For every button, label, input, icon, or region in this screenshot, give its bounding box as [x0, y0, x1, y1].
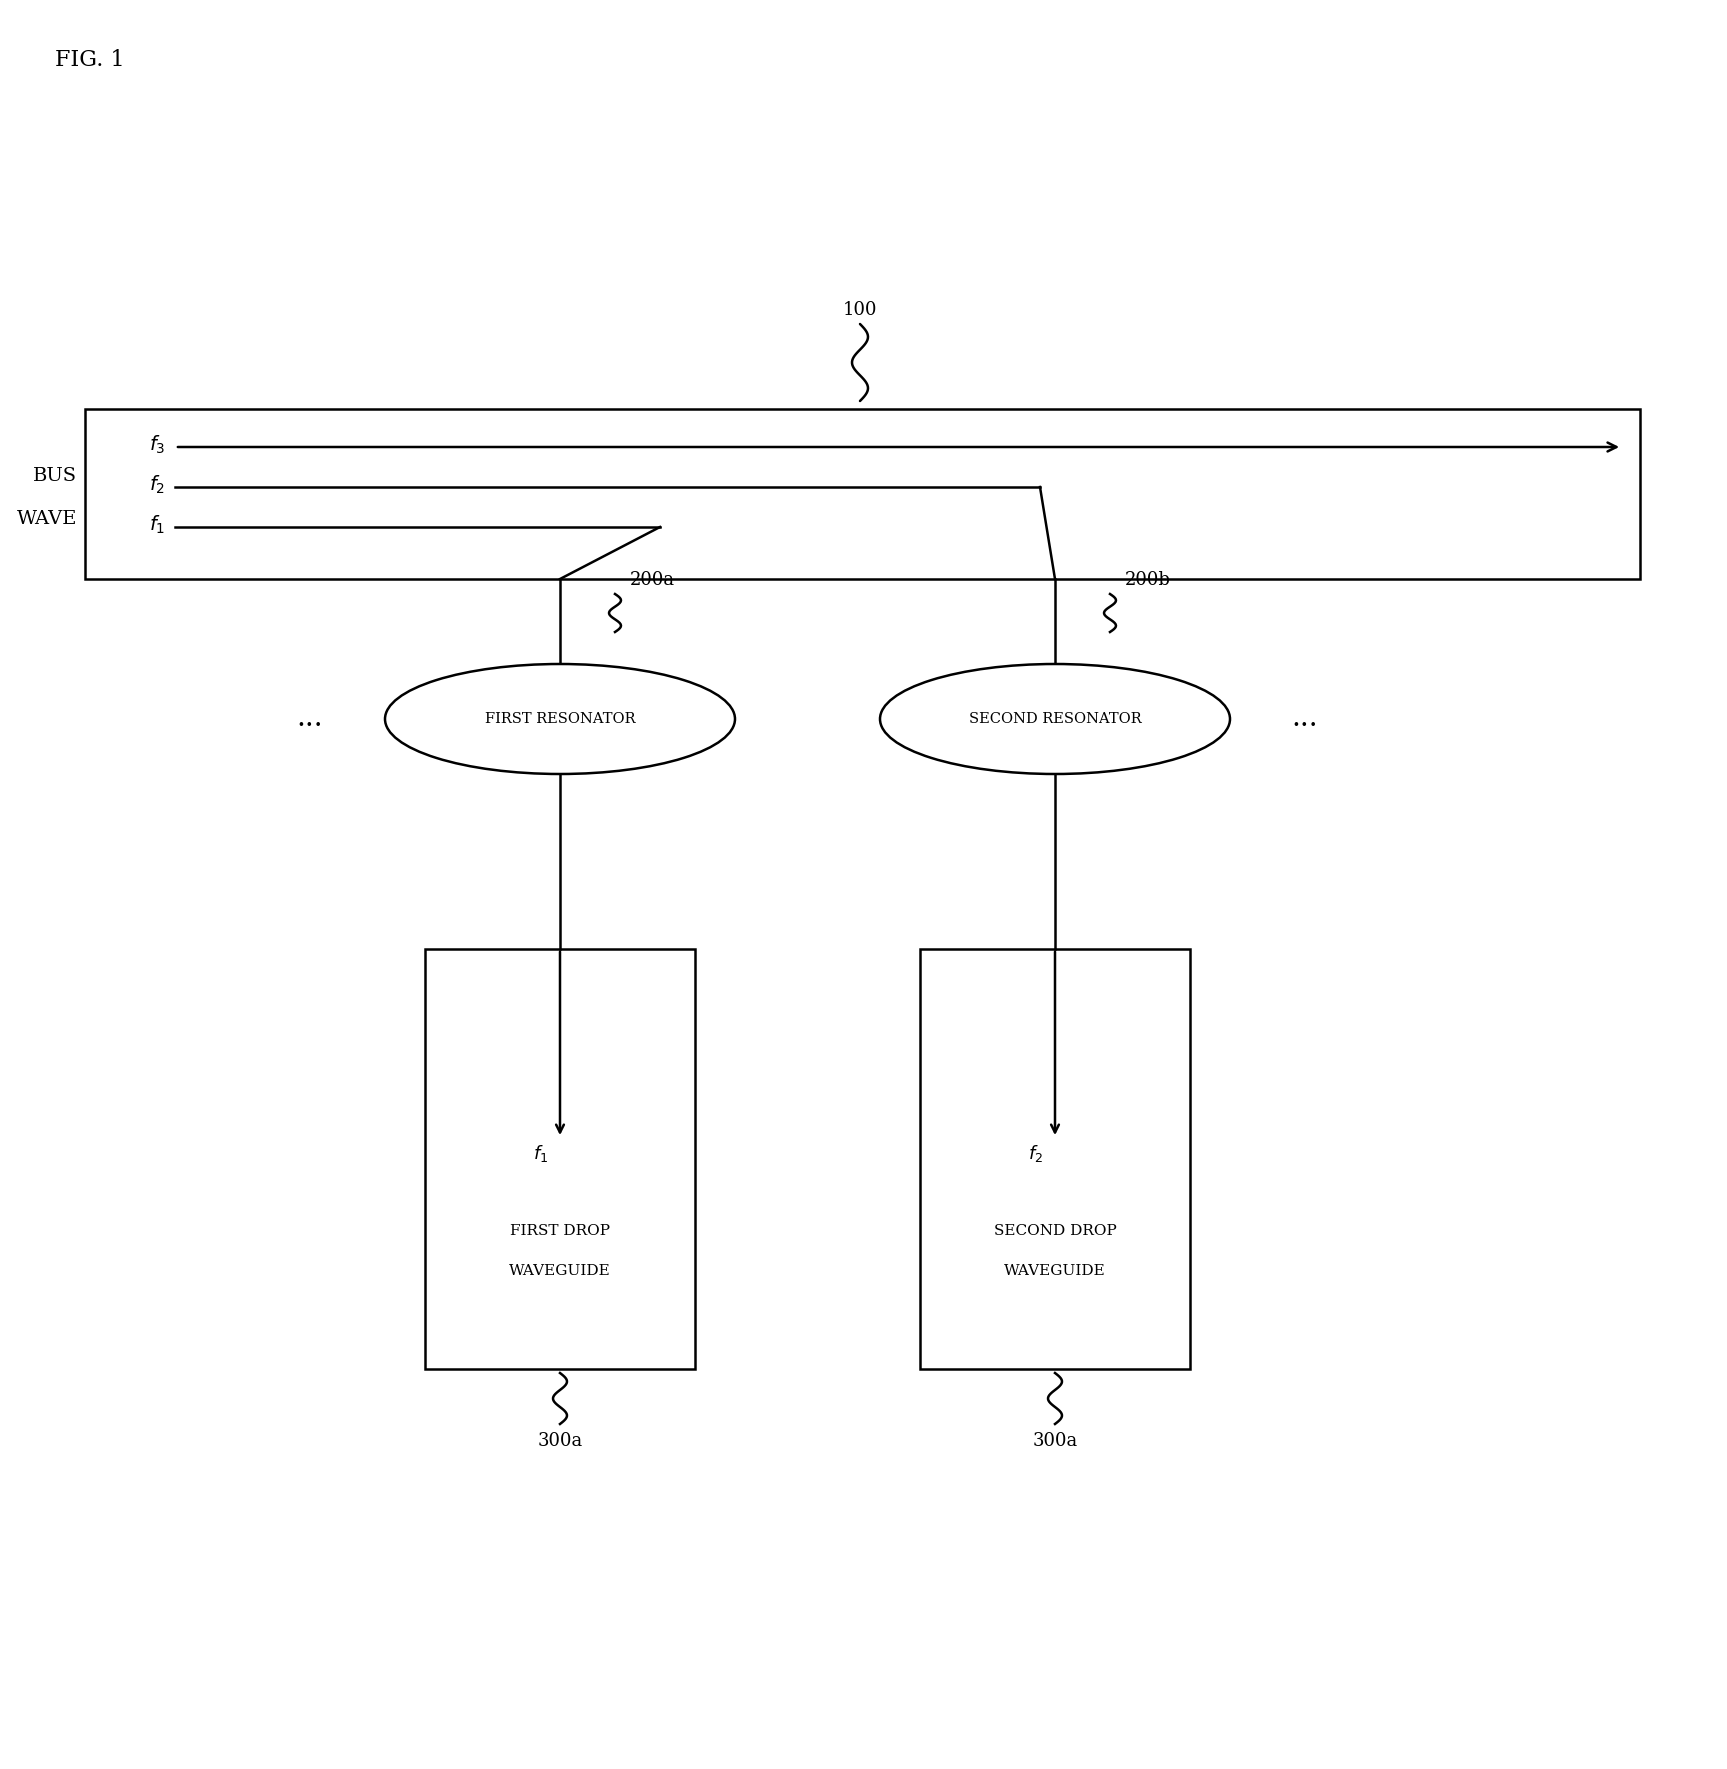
Text: WAVEGUIDE: WAVEGUIDE	[1003, 1265, 1105, 1279]
Text: $f_3$: $f_3$	[149, 433, 166, 456]
Text: $f_1$: $f_1$	[149, 513, 166, 536]
Text: SECOND RESONATOR: SECOND RESONATOR	[969, 711, 1142, 725]
Text: 300a: 300a	[1033, 1431, 1078, 1451]
Text: 200b: 200b	[1124, 571, 1171, 589]
Text: $f_1$: $f_1$	[534, 1143, 547, 1164]
Text: 100: 100	[843, 301, 877, 318]
Text: 300a: 300a	[537, 1431, 582, 1451]
Bar	[920, 948, 1190, 1369]
Text: ...: ...	[297, 706, 323, 732]
Text: $f_2$: $f_2$	[149, 474, 166, 495]
Bar	[85, 409, 1641, 578]
Text: FIG. 1: FIG. 1	[55, 50, 124, 71]
Ellipse shape	[385, 663, 736, 775]
Text: 200a: 200a	[630, 571, 675, 589]
Ellipse shape	[881, 663, 1230, 775]
Text: FIRST DROP: FIRST DROP	[509, 1224, 610, 1238]
Text: FIRST RESONATOR: FIRST RESONATOR	[485, 711, 636, 725]
Text: WAVEGUIDE: WAVEGUIDE	[509, 1265, 611, 1279]
Text: ...: ...	[1292, 706, 1318, 732]
Text: SECOND DROP: SECOND DROP	[993, 1224, 1116, 1238]
Text: BUS: BUS	[33, 467, 78, 485]
Bar	[425, 948, 694, 1369]
Text: $f_2$: $f_2$	[1028, 1143, 1043, 1164]
Text: WAVE: WAVE	[17, 509, 78, 527]
